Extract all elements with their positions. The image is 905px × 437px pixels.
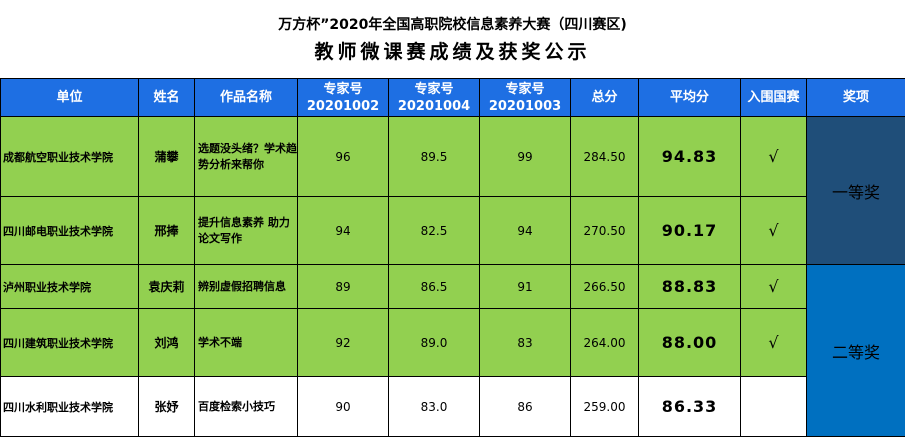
expert-2-score: 83.0 [388, 376, 480, 437]
average-score: 88.00 [638, 308, 741, 377]
check-icon: √ [740, 264, 807, 309]
total-score: 259.00 [570, 376, 639, 437]
results-table: 单位 姓名 作品名称 专家号 20201002 专家号 20201004 专家号 20… [0, 78, 905, 437]
table-row: 成都航空职业技术学院 蒲攀 选题没头绪？学术趋势分析来帮你 96 89.5 99… [0, 116, 905, 265]
expert-3-score: 99 [479, 116, 571, 197]
total-score: 266.50 [570, 264, 639, 309]
table-row: 泸州职业技术学院 袁庆莉 辨别虚假招聘信息 89 86.5 91 266.50 … [0, 264, 905, 437]
expert-1-label: 专家号 [323, 81, 363, 97]
work-cell: 辨别虚假招聘信息 [194, 264, 298, 309]
check-icon: √ [740, 196, 807, 265]
expert-3-label: 专家号 [505, 81, 545, 97]
expert-3-score: 94 [479, 196, 571, 265]
name-cell: 邢捧 [138, 196, 195, 265]
header-row: 单位 姓名 作品名称 专家号 20201002 专家号 20201004 专家号 20… [0, 78, 905, 117]
average-score: 88.83 [638, 264, 741, 309]
unit-cell: 四川邮电职业技术学院 [0, 196, 139, 265]
header-expert-3: 专家号 20201003 [479, 78, 571, 117]
table-row: 四川建筑职业技术学院 刘鸿 学术不端 92 89.0 83 264.00 88.… [0, 308, 905, 377]
work-cell: 学术不端 [194, 308, 298, 377]
national-cell [740, 376, 807, 437]
average-score: 86.33 [638, 376, 741, 437]
expert-2-score: 89.0 [388, 308, 480, 377]
average-score: 90.17 [638, 196, 741, 265]
header-work: 作品名称 [194, 78, 298, 117]
header-average: 平均分 [638, 78, 741, 117]
unit-cell: 四川水利职业技术学院 [0, 376, 139, 437]
expert-2-label: 专家号 [414, 81, 454, 97]
announcement-title: 教师微课赛成绩及获奖公示 [314, 41, 591, 63]
unit-cell: 四川建筑职业技术学院 [0, 308, 139, 377]
header-expert-1: 专家号 20201002 [297, 78, 389, 117]
table-row: 四川邮电职业技术学院 邢捧 提升信息素养 助力论文写作 94 82.5 94 2… [0, 196, 905, 265]
expert-1-score: 89 [297, 264, 389, 309]
total-score: 264.00 [570, 308, 639, 377]
first-prize-cell: 一等奖 [806, 116, 905, 265]
expert-3-score: 86 [479, 376, 571, 437]
header-national: 入围国赛 [740, 78, 807, 117]
expert-2-score: 82.5 [388, 196, 480, 265]
header-name: 姓名 [138, 78, 195, 117]
name-cell: 刘鸿 [138, 308, 195, 377]
expert-1-score: 94 [297, 196, 389, 265]
expert-2-score: 89.5 [388, 116, 480, 197]
name-cell: 张妤 [138, 376, 195, 437]
expert-1-score: 90 [297, 376, 389, 437]
expert-3-score: 83 [479, 308, 571, 377]
unit-cell: 成都航空职业技术学院 [0, 116, 139, 197]
work-cell: 选题没头绪？学术趋势分析来帮你 [194, 116, 298, 197]
table-row: 四川水利职业技术学院 张妤 百度检索小技巧 90 83.0 86 259.00 … [0, 376, 905, 437]
expert-1-score: 96 [297, 116, 389, 197]
header-expert-2: 专家号 20201004 [388, 78, 480, 117]
header-unit: 单位 [0, 78, 139, 117]
name-cell: 袁庆莉 [138, 264, 195, 309]
expert-3-id: 20201003 [488, 98, 562, 114]
expert-3-score: 91 [479, 264, 571, 309]
total-score: 284.50 [570, 116, 639, 197]
check-icon: √ [740, 308, 807, 377]
check-icon: √ [740, 116, 807, 197]
header-total: 总分 [570, 78, 639, 117]
name-cell: 蒲攀 [138, 116, 195, 197]
expert-1-score: 92 [297, 308, 389, 377]
expert-2-id: 20201004 [397, 98, 471, 114]
work-cell: 百度检索小技巧 [194, 376, 298, 437]
unit-cell: 泸州职业技术学院 [0, 264, 139, 309]
work-cell: 提升信息素养 助力论文写作 [194, 196, 298, 265]
competition-title: 万方杯”2020年全国高职院校信息素养大赛（四川赛区) [278, 17, 627, 33]
expert-1-id: 20201002 [306, 98, 380, 114]
second-prize-cell: 二等奖 [806, 264, 905, 437]
header-award: 奖项 [806, 78, 905, 117]
total-score: 270.50 [570, 196, 639, 265]
average-score: 94.83 [638, 116, 741, 197]
expert-2-score: 86.5 [388, 264, 480, 309]
